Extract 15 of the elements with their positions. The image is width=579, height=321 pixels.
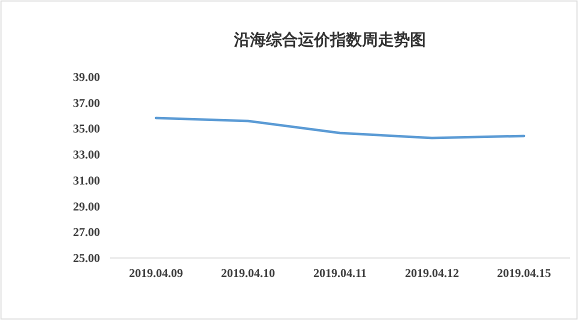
y-tick-label: 25.00 [73, 251, 100, 265]
y-tick-label: 31.00 [73, 173, 100, 188]
x-tick-label: 2019.04.12 [405, 266, 459, 280]
y-tick-label: 37.00 [73, 96, 100, 110]
y-tick-label: 39.00 [73, 70, 100, 84]
y-tick-label: 27.00 [73, 225, 100, 240]
y-tick-label: 33.00 [73, 148, 100, 162]
y-tick-label: 35.00 [73, 122, 100, 136]
x-tick-label: 2019.04.15 [497, 266, 551, 280]
x-tick-label: 2019.04.10 [221, 266, 275, 280]
y-tick-label: 29.00 [73, 199, 100, 214]
x-tick-label: 2019.04.09 [129, 266, 183, 280]
chart-title: 沿海综合运价指数周走势图 [233, 31, 426, 49]
line-series [154, 116, 526, 140]
x-tick-label: 2019.04.11 [313, 266, 367, 280]
